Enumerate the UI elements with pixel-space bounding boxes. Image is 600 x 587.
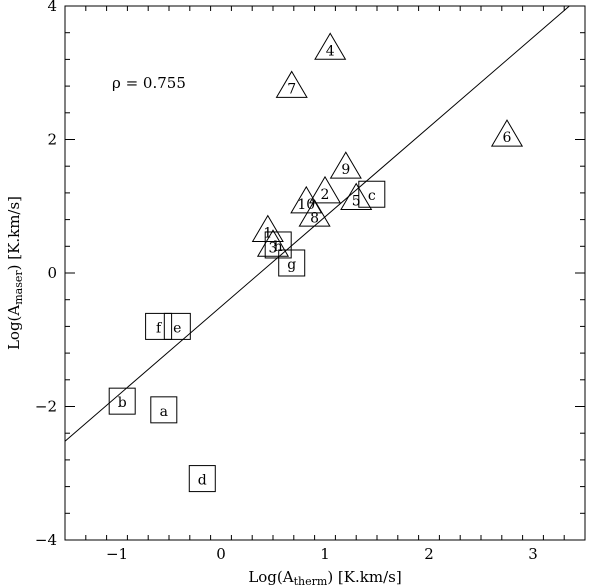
triangle-marker [251, 214, 284, 243]
y-tick-label: 4 [47, 0, 57, 15]
x-axis-label-tail: ) [K.km/s] [327, 568, 401, 586]
point-label: b [118, 395, 127, 411]
triangle-point-6: 6 [490, 119, 524, 147]
square-point-f: f [145, 312, 173, 340]
x-tick-label: 0 [216, 545, 226, 563]
x-tick-label: 3 [528, 545, 538, 563]
square-point-a: a [150, 396, 178, 424]
triangle-marker [308, 175, 342, 204]
square-marker [358, 180, 386, 208]
triangle-point-7: 7 [275, 70, 308, 98]
point-label: 4 [326, 43, 335, 59]
data-marks: 1 2 3 4 5 6 7 8 9 10 a b c d ef gh [108, 32, 524, 493]
y-axis-label-subscript: maser [12, 270, 25, 305]
triangle-point-2: 2 [308, 175, 342, 204]
point-label: 1 [263, 226, 272, 242]
x-tick-label: 1 [320, 545, 330, 563]
x-tick-label: 2 [424, 545, 434, 563]
axis-ticks [64, 5, 586, 541]
point-label: 8 [310, 210, 319, 226]
square-marker [188, 465, 216, 493]
square-marker [150, 396, 178, 424]
triangle-marker [490, 119, 524, 147]
square-marker [278, 249, 306, 277]
point-label: 7 [287, 81, 296, 97]
point-label: 2 [321, 187, 330, 203]
y-axis-label-tail: ) [K.km/s] [5, 196, 23, 270]
correlation-annotation: ρ = 0.755 [112, 74, 186, 92]
square-point-c: c [358, 180, 386, 208]
x-axis-label-subscript: therm [294, 575, 328, 587]
point-label: 10 [297, 197, 315, 213]
point-label: h [274, 239, 283, 255]
y-axis-label-main: Log(A [5, 305, 23, 350]
square-point-h: h [264, 231, 292, 259]
point-label: 5 [352, 194, 361, 210]
square-marker [108, 387, 136, 415]
point-label: e [173, 320, 181, 336]
square-point-d: d [188, 465, 216, 493]
y-axis-label: Log(Amaser) [K.km/s] [5, 196, 25, 350]
square-point-b: b [108, 387, 136, 415]
square-marker [145, 312, 173, 340]
point-label: c [368, 188, 376, 204]
triangle-marker [314, 32, 347, 60]
y-tick-label: −2 [35, 398, 57, 416]
triangle-marker [275, 70, 308, 98]
y-tick-label: −4 [35, 531, 57, 549]
square-marker [163, 312, 191, 340]
y-tick-label: 0 [47, 264, 57, 282]
triangle-point-9: 9 [329, 151, 362, 179]
point-label: g [287, 257, 296, 273]
triangle-point-1: 1 [251, 214, 284, 243]
triangle-marker [290, 185, 323, 214]
point-label: 9 [341, 162, 350, 178]
square-point-g: g [278, 249, 306, 277]
square-marker [264, 231, 292, 259]
triangle-point-10: 10 [290, 185, 323, 214]
point-label: a [160, 404, 168, 420]
point-label: d [198, 473, 207, 489]
triangle-point-5: 5 [340, 182, 373, 210]
point-label: 3 [269, 240, 278, 256]
triangle-marker [329, 151, 362, 179]
triangle-marker [340, 182, 373, 210]
point-label: f [156, 320, 163, 336]
x-tick-label: −1 [106, 545, 128, 563]
square-point-e: e [163, 312, 191, 340]
tick-labels: −1 0 1 2 3 −4 −2 0 2 4 [35, 0, 538, 563]
x-axis-label: Log(Atherm) [K.km/s] [248, 568, 401, 587]
point-label: 6 [503, 130, 512, 146]
triangle-point-4: 4 [314, 32, 347, 60]
regression-line [64, 5, 570, 442]
x-axis-label-main: Log(A [248, 568, 293, 586]
y-tick-label: 2 [47, 131, 57, 149]
